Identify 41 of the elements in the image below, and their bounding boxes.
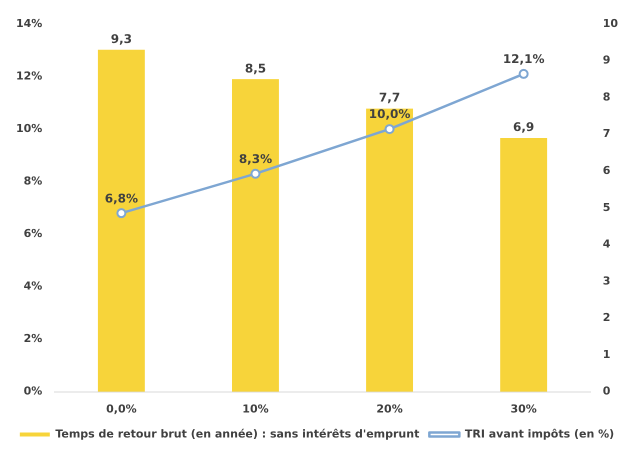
- y-tick-label: 8%: [24, 174, 42, 188]
- bar: [500, 138, 548, 392]
- x-tick-label: 10%: [242, 402, 269, 416]
- data-label: 7,7: [378, 90, 400, 105]
- legend-label: Temps de retour brut (en année) : sans intérêts d'emprunt: [55, 427, 420, 440]
- bar: [98, 50, 145, 392]
- y2-tick-label: 6: [602, 164, 611, 177]
- data-label: 6,8%: [104, 191, 138, 206]
- point: [250, 168, 260, 179]
- y2-tick-label: 2: [602, 311, 610, 324]
- y2-tick-label: 8: [602, 90, 610, 104]
- data-label: 8,5: [244, 61, 266, 76]
- y-tick-label: 0%: [24, 384, 42, 398]
- y2-tick-label: 10: [602, 16, 618, 30]
- legend-label: TRI avant impôts (en %): [464, 427, 614, 440]
- data-label: 8,3%: [238, 152, 272, 166]
- y-tick-label: 2%: [24, 332, 42, 346]
- y-tick-label: 12%: [16, 69, 42, 82]
- point: [518, 68, 529, 79]
- y-tick-label: 10%: [16, 122, 42, 135]
- y2-tick-label: 5: [602, 200, 610, 214]
- x-tick-label: 0,0%: [106, 402, 137, 416]
- bar: [366, 108, 414, 392]
- point: [116, 208, 126, 218]
- y2-tick-label: 4: [602, 238, 611, 251]
- x-tick-label: 20%: [376, 402, 403, 416]
- bar: [232, 79, 279, 392]
- y-tick-label: 4%: [24, 280, 42, 293]
- data-label: 6,9: [513, 120, 534, 134]
- y2-tick-label: 9: [602, 54, 610, 67]
- y2-tick-label: 7: [602, 127, 610, 140]
- point: [384, 124, 395, 134]
- y-tick-label: 14%: [16, 16, 42, 30]
- y2-tick-label: 3: [602, 274, 610, 288]
- data-label: 9,3: [110, 32, 132, 46]
- y-tick-label: 6%: [24, 227, 42, 240]
- y2-tick-label: 0: [602, 384, 611, 398]
- data-label: 12,1%: [502, 52, 544, 66]
- x-tick-label: 30%: [510, 402, 537, 416]
- data-label: 10,0%: [368, 107, 410, 122]
- y2-tick-label: 1: [602, 348, 610, 361]
